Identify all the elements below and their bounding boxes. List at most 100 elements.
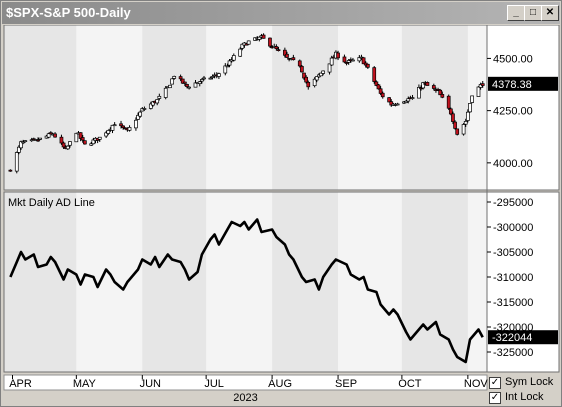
year-row-background bbox=[4, 390, 487, 404]
candle-up bbox=[97, 136, 102, 140]
int-lock-label: Int Lock bbox=[505, 391, 544, 403]
candle-down bbox=[302, 72, 306, 79]
candle-down bbox=[455, 128, 460, 135]
candle-up bbox=[217, 73, 221, 77]
candle-down bbox=[446, 95, 451, 109]
candle-up bbox=[200, 79, 204, 82]
candle-up bbox=[46, 133, 51, 138]
candle-down bbox=[80, 137, 85, 141]
candle-up bbox=[240, 43, 245, 49]
close-button[interactable]: ✕ bbox=[541, 5, 559, 21]
candle-up bbox=[468, 103, 472, 113]
candle-up bbox=[395, 103, 400, 106]
sym-lock-control[interactable]: ✓ Sym Lock bbox=[487, 375, 561, 390]
candle-down bbox=[268, 37, 272, 47]
candle-down bbox=[374, 81, 379, 86]
candle-down bbox=[336, 52, 340, 59]
candle-up bbox=[231, 55, 236, 61]
candle-down bbox=[53, 133, 57, 138]
candle-down bbox=[389, 101, 394, 106]
candle-up bbox=[19, 141, 23, 149]
month-label: JUL bbox=[204, 378, 224, 390]
candle-up bbox=[134, 119, 138, 129]
candle-up bbox=[23, 140, 28, 142]
ad-tick-label: -295000 bbox=[493, 197, 533, 209]
candle-up bbox=[478, 84, 483, 88]
candle-down bbox=[304, 76, 308, 83]
candle-up bbox=[136, 114, 140, 120]
candle-down bbox=[448, 108, 453, 115]
chart-area[interactable]: 4500.00 4250.00 4000.00 4378.38 -295000 -3000… bbox=[2, 25, 560, 405]
candle-down bbox=[291, 57, 296, 61]
candle-up bbox=[246, 40, 251, 45]
price-last-value-tag bbox=[488, 76, 558, 91]
candle-down bbox=[261, 34, 266, 39]
candle-down bbox=[180, 78, 185, 84]
ad-panel-border bbox=[3, 191, 560, 373]
int-lock-control[interactable]: ✓ Int Lock bbox=[487, 390, 561, 405]
month-label: SEP bbox=[335, 378, 357, 390]
candle-up bbox=[127, 127, 132, 131]
candle-down bbox=[378, 88, 383, 94]
candle-up bbox=[89, 143, 94, 146]
candle-up bbox=[193, 82, 198, 88]
candle-down bbox=[451, 113, 455, 122]
candle-down bbox=[361, 57, 366, 65]
sym-lock-checkbox[interactable]: ✓ bbox=[489, 377, 501, 389]
candle-up bbox=[470, 95, 474, 103]
candle-up bbox=[404, 100, 408, 103]
candle-up bbox=[421, 82, 426, 89]
ad-line-series bbox=[9, 218, 484, 364]
ad-last-value-label: -322044 bbox=[492, 332, 532, 344]
candle-down bbox=[274, 46, 279, 50]
ad-tick-label: -300000 bbox=[493, 222, 533, 234]
ad-last-value-tag bbox=[488, 330, 558, 345]
month-label: JUN bbox=[140, 378, 161, 390]
candle-up bbox=[187, 86, 191, 89]
candle-up bbox=[142, 108, 147, 110]
candle-up bbox=[410, 97, 415, 99]
title-bar[interactable]: $SPX-S&P 500-Daily _ □ ✕ bbox=[2, 2, 560, 24]
price-axis-background bbox=[487, 25, 559, 190]
candle-up bbox=[466, 111, 470, 121]
candle-up bbox=[208, 77, 213, 80]
candle-down bbox=[440, 94, 445, 98]
ad-tick-label: -315000 bbox=[493, 297, 533, 309]
candle-up bbox=[29, 139, 34, 142]
candle-up bbox=[463, 121, 468, 125]
candle-down bbox=[78, 132, 83, 139]
candle-down bbox=[306, 81, 311, 88]
candle-up bbox=[91, 139, 96, 145]
candle-up bbox=[202, 77, 206, 80]
candle-up bbox=[172, 76, 177, 79]
candle-down bbox=[380, 92, 385, 98]
month-band bbox=[338, 25, 402, 190]
candle-down bbox=[59, 136, 64, 144]
candle-up bbox=[406, 98, 411, 102]
maximize-button[interactable]: □ bbox=[524, 5, 542, 21]
candle-up bbox=[106, 130, 111, 134]
ad-tick-label: -310000 bbox=[493, 272, 533, 284]
candle-down bbox=[297, 60, 302, 67]
candle-up bbox=[170, 78, 174, 85]
price-tick-label: 4000.00 bbox=[493, 158, 533, 170]
candle-up bbox=[38, 137, 43, 140]
month-band bbox=[467, 25, 487, 190]
sym-lock-label: Sym Lock bbox=[505, 376, 554, 388]
minimize-button[interactable]: _ bbox=[507, 5, 525, 21]
candle-up bbox=[225, 65, 230, 68]
candle-down bbox=[119, 123, 123, 127]
lock-controls: ✓ Sym Lock ✓ Int Lock bbox=[487, 375, 561, 405]
int-lock-checkbox[interactable]: ✓ bbox=[489, 392, 501, 404]
candle-up bbox=[197, 81, 202, 84]
candle-down bbox=[387, 97, 391, 103]
month-band bbox=[76, 192, 143, 372]
ad-tick-label: -325000 bbox=[493, 347, 533, 359]
candle-up bbox=[168, 84, 172, 89]
candle-down bbox=[83, 140, 87, 145]
candle-up bbox=[68, 141, 72, 146]
candle-down bbox=[185, 84, 189, 87]
candle-up bbox=[65, 145, 70, 150]
candle-up bbox=[312, 78, 317, 87]
